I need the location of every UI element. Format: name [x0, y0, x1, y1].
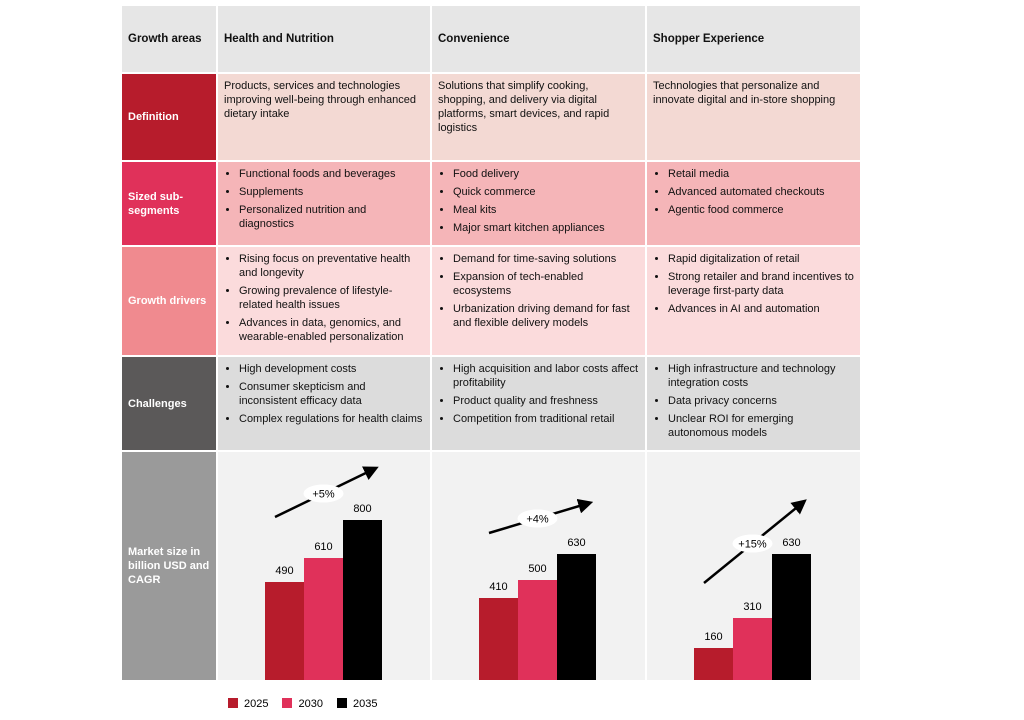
bullet-item: Advances in data, genomics, and wearable…: [239, 316, 424, 344]
cagr-badge: [732, 534, 773, 553]
bullet-item: Rapid digitalization of retail: [668, 252, 854, 266]
legend-item: 2035: [336, 698, 378, 710]
bullet-list: Rising focus on preventative health and …: [224, 252, 424, 344]
bullet-item: Rising focus on preventative health and …: [239, 252, 424, 280]
bar-label: 610: [314, 541, 332, 553]
bullet-item: Advances in AI and automation: [668, 302, 854, 316]
mini-chart: 160 310 630 +15%: [694, 499, 811, 680]
cell: Rapid digitalization of retail Strong ret…: [647, 247, 860, 355]
bullet-list: Demand for time-saving solutions Expansio…: [438, 252, 639, 330]
bar: [265, 582, 304, 680]
cell: Rising focus on preventative health and …: [218, 247, 430, 355]
cagr-label: +15%: [738, 539, 767, 551]
cagr-badge: [517, 509, 558, 528]
bar-label: 410: [489, 581, 507, 593]
bar-label: 800: [353, 503, 371, 515]
bullet-item: Quick commerce: [453, 185, 639, 199]
bullet-item: Agentic food commerce: [668, 203, 854, 217]
bullet-item: Major smart kitchen appliances: [453, 221, 639, 235]
row-label: Challenges: [122, 357, 216, 450]
bar-label: 310: [743, 601, 761, 613]
cell: High development costs Consumer skepticis…: [218, 357, 430, 450]
cell: High infrastructure and technology integ…: [647, 357, 860, 450]
legend-swatch: [282, 698, 293, 708]
bullet-list: Functional foods and beverages Supplement…: [224, 167, 424, 231]
bar-label: 630: [567, 537, 585, 549]
column-header: Convenience: [432, 6, 645, 72]
bar: [343, 520, 382, 680]
column-header: Health and Nutrition: [218, 6, 430, 72]
bullet-list: High acquisition and labor costs affect …: [438, 362, 639, 426]
mini-chart: 410 500 630 +4%: [479, 498, 596, 680]
bullet-item: Functional foods and beverages: [239, 167, 424, 181]
legend-swatch: [228, 698, 238, 708]
bullet-item: Personalized nutrition and diagnostics: [239, 203, 424, 231]
cell: Food delivery Quick commerce Meal kits Majo…: [432, 162, 645, 245]
bullet-item: Complex regulations for health claims: [239, 412, 424, 426]
bullet-list: Food delivery Quick commerce Meal kits Majo…: [438, 167, 639, 235]
bullet-item: Food delivery: [453, 167, 639, 181]
bullet-list: High infrastructure and technology integ…: [653, 362, 854, 440]
bar: [479, 598, 518, 680]
bullet-item: Unclear ROI for emerging autonomous mode…: [668, 412, 854, 440]
bullet-list: Retail media Advanced automated checkouts…: [653, 167, 854, 217]
bar-label: 490: [275, 565, 293, 577]
cagr-badge: [303, 484, 344, 503]
legend-item: 2030: [282, 698, 323, 710]
header-corner: Growth areas: [122, 6, 216, 72]
bar: [557, 554, 596, 680]
bullet-item: Competition from traditional retail: [453, 412, 639, 426]
legend-label: 2025: [244, 698, 269, 710]
chart-cell: 160 310 630 +15%: [647, 452, 860, 680]
bullet-item: Product quality and freshness: [453, 394, 639, 408]
column-header: Shopper Experience: [647, 6, 860, 72]
legend: 2025 2030 2035: [228, 698, 377, 710]
legend-item: 2025: [228, 698, 268, 710]
bullet-item: High development costs: [239, 362, 424, 376]
row-label: Definition: [122, 74, 216, 160]
bullet-item: Meal kits: [453, 203, 639, 217]
bullet-item: Demand for time-saving solutions: [453, 252, 639, 266]
bar: [304, 558, 343, 680]
bar: [694, 648, 733, 680]
chart-cell: 490 610 800 +5%: [218, 452, 430, 680]
legend-swatch: [336, 698, 347, 708]
cell: Products, services and technologies impr…: [218, 74, 430, 160]
bullet-item: Advanced automated checkouts: [668, 185, 854, 199]
bar: [733, 618, 772, 680]
bullet-item: Supplements: [239, 185, 424, 199]
cagr-label: +5%: [312, 489, 335, 501]
cell: Demand for time-saving solutions Expansio…: [432, 247, 645, 355]
cell: High acquisition and labor costs affect …: [432, 357, 645, 450]
bar: [772, 554, 811, 680]
bullet-item: Expansion of tech-enabled ecosystems: [453, 270, 639, 298]
chart-cell: 410 500 630 +4%: [432, 452, 645, 680]
bar-label: 160: [704, 631, 722, 643]
bullet-item: Urbanization driving demand for fast and…: [453, 302, 639, 330]
bullet-list: Rapid digitalization of retail Strong ret…: [653, 252, 854, 316]
row-label: Market size in billion USD and CAGR: [122, 452, 216, 680]
legend-label: 2030: [298, 698, 323, 710]
cell: Technologies that personalize and innova…: [647, 74, 860, 160]
bullet-item: Data privacy concerns: [668, 394, 854, 408]
bullet-item: Consumer skepticism and inconsistent eff…: [239, 380, 424, 408]
bar-label: 500: [528, 563, 546, 575]
cell: Retail media Advanced automated checkouts…: [647, 162, 860, 245]
bullet-list: High development costs Consumer skepticis…: [224, 362, 424, 426]
bar-label: 630: [782, 537, 800, 549]
cell: Functional foods and beverages Supplement…: [218, 162, 430, 245]
row-label: Growth drivers: [122, 247, 216, 355]
bullet-item: Growing prevalence of lifestyle-related …: [239, 284, 424, 312]
bar: [518, 580, 557, 680]
legend-label: 2035: [352, 698, 378, 710]
cell: Solutions that simplify cooking, shoppin…: [432, 74, 645, 160]
bullet-item: Strong retailer and brand incentives to …: [668, 270, 854, 298]
bullet-item: Retail media: [668, 167, 854, 181]
row-label: Sized sub-segments: [122, 162, 216, 245]
cagr-label: +4%: [526, 514, 549, 526]
bullet-item: High infrastructure and technology integ…: [668, 362, 854, 390]
bullet-item: High acquisition and labor costs affect …: [453, 362, 639, 390]
mini-chart: 490 610 800 +5%: [265, 466, 382, 680]
